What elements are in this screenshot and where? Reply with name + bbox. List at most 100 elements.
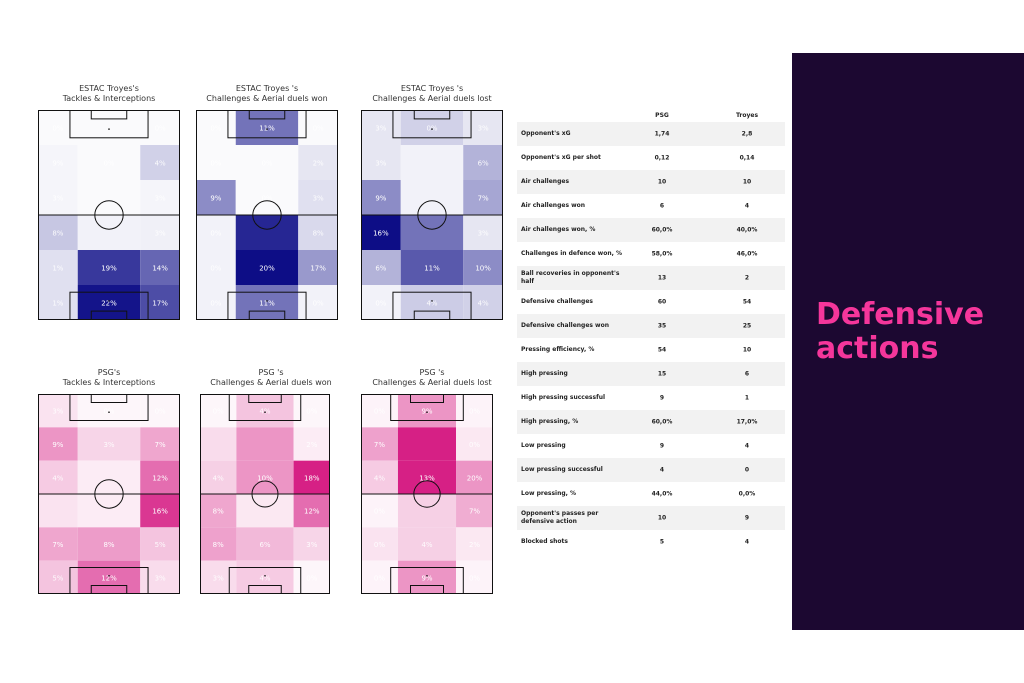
heatmap-cell bbox=[361, 250, 401, 285]
heatmap-cell bbox=[196, 215, 236, 250]
defensive-stats-table: PSG Troyes Opponent's xG 1,74 2,8 Opponent'… bbox=[517, 110, 785, 554]
cell-value: 5% bbox=[155, 541, 166, 549]
stat-value-psg: 9 bbox=[659, 394, 665, 402]
cell-value: 0% bbox=[155, 125, 166, 133]
heatmap-cell bbox=[397, 460, 457, 494]
cell-value: 0% bbox=[261, 195, 272, 203]
six-yard-box-top bbox=[248, 110, 286, 120]
cell-value: 12% bbox=[101, 574, 117, 582]
penalty-spot-top bbox=[266, 128, 268, 130]
six-yard-box-bottom bbox=[90, 310, 128, 320]
heatmap-cell bbox=[77, 527, 141, 561]
stat-label: Opponent's xG per shot bbox=[521, 154, 601, 161]
heatmap-cell bbox=[196, 285, 236, 320]
heatmap-cell bbox=[140, 180, 180, 215]
heatmap-cell bbox=[38, 527, 78, 561]
pitch: 3%0%3%3%6%9%7%16%3%6%11%10%0%4%4% bbox=[361, 110, 503, 320]
heatmap-cell bbox=[200, 494, 237, 528]
cell-value: 0% bbox=[210, 300, 221, 308]
cell-value: 10% bbox=[257, 474, 273, 482]
heatmap-cell bbox=[463, 285, 503, 320]
cell-value: 9% bbox=[210, 195, 221, 203]
heatmap-cell bbox=[200, 394, 237, 428]
stat-value-psg: 44,0% bbox=[651, 490, 673, 498]
heatmap-cell bbox=[400, 110, 464, 145]
stat-value-psg: 58,0% bbox=[651, 250, 673, 258]
heatmap-cell bbox=[38, 460, 78, 494]
cell-value: 7% bbox=[374, 441, 385, 449]
chart-title: PSG 's Challenges & Aerial duels won bbox=[210, 368, 332, 387]
heatmap-cell bbox=[361, 527, 398, 561]
cell-value: 16% bbox=[373, 230, 389, 238]
six-yard-box-top bbox=[413, 110, 451, 120]
heatmap-cell bbox=[38, 427, 78, 461]
heatmap-cell bbox=[463, 215, 503, 250]
heatmap-cell bbox=[463, 110, 503, 145]
heatmap-cell bbox=[38, 560, 78, 594]
heatmap-cell bbox=[235, 145, 299, 180]
cell-value: 0% bbox=[213, 408, 224, 416]
six-yard-box-bottom bbox=[248, 310, 286, 320]
center-circle bbox=[251, 480, 279, 508]
stat-value-psg: 54 bbox=[657, 346, 667, 354]
cell-value: 0% bbox=[469, 574, 480, 582]
chart-title: ESTAC Troyes 's Challenges & Aerial duels… bbox=[372, 84, 492, 103]
six-yard-box-bottom bbox=[90, 585, 128, 594]
heatmap-cell bbox=[456, 560, 493, 594]
heatmap-cell bbox=[38, 250, 78, 285]
cell-value: 0% bbox=[210, 230, 221, 238]
six-yard-box-bottom bbox=[248, 585, 282, 594]
heatmap-cell bbox=[456, 494, 493, 528]
stat-value-troyes: 25 bbox=[742, 322, 752, 330]
table-header: PSG Troyes bbox=[517, 110, 785, 122]
stat-value-troyes: 46,0% bbox=[736, 250, 758, 258]
cell-value: 0% bbox=[210, 125, 221, 133]
table-row: Low pressing successful 4 0 bbox=[517, 458, 785, 482]
heatmap-cell bbox=[400, 215, 464, 250]
cell-value: 0% bbox=[374, 541, 385, 549]
column-header-troyes: Troyes bbox=[735, 112, 759, 119]
cell-value: 11% bbox=[259, 300, 275, 308]
heatmap-cell bbox=[463, 250, 503, 285]
heatmap-cell bbox=[456, 527, 493, 561]
table-row: Low pressing 9 4 bbox=[517, 434, 785, 458]
stat-value-troyes: 9 bbox=[744, 514, 750, 522]
stat-value-troyes: 54 bbox=[742, 298, 752, 306]
heatmap-cell bbox=[77, 250, 141, 285]
stat-label: Low pressing bbox=[521, 442, 566, 449]
heatmap-cell bbox=[200, 527, 237, 561]
table-row: High pressing, % 60,0% 17,0% bbox=[517, 410, 785, 434]
cell-value: 1% bbox=[52, 265, 63, 273]
cell-value: 0% bbox=[469, 408, 480, 416]
stat-label: Low pressing, % bbox=[521, 490, 577, 497]
penalty-spot-bottom bbox=[266, 300, 268, 302]
heatmap-cell bbox=[298, 180, 338, 215]
heatmap-cell bbox=[293, 527, 330, 561]
heatmap-cell bbox=[400, 145, 464, 180]
heatmap-cell bbox=[77, 394, 141, 428]
heatmap-cell bbox=[38, 145, 78, 180]
chart-title: PSG 's Challenges & Aerial duels lost bbox=[372, 368, 492, 387]
heatmap-cell bbox=[397, 427, 457, 461]
heatmap-cell bbox=[38, 110, 78, 145]
heatmap-cell bbox=[140, 285, 180, 320]
cell-value: 3% bbox=[52, 195, 63, 203]
heatmap-cell bbox=[236, 494, 294, 528]
cell-value: 9% bbox=[421, 574, 432, 582]
heatmap-cell bbox=[140, 427, 180, 461]
heatmap-cell bbox=[236, 460, 294, 494]
cell-value: 7% bbox=[478, 195, 489, 203]
heatmap-cell bbox=[456, 394, 493, 428]
chart-title: PSG's Tackles & Interceptions bbox=[62, 368, 156, 387]
stat-label: Opponent's xG bbox=[521, 130, 571, 137]
stat-value-psg: 1,74 bbox=[654, 130, 670, 138]
center-circle bbox=[417, 200, 447, 230]
heatmap-cell bbox=[293, 394, 330, 428]
cell-value: 3% bbox=[478, 125, 489, 133]
heatmap-cell bbox=[196, 110, 236, 145]
cell-value: 4% bbox=[421, 541, 432, 549]
penalty-spot-bottom bbox=[108, 575, 110, 577]
cell-value: 11% bbox=[424, 265, 440, 273]
stat-label: High pressing successful bbox=[521, 394, 606, 401]
stat-value-psg: 60,0% bbox=[651, 418, 673, 426]
